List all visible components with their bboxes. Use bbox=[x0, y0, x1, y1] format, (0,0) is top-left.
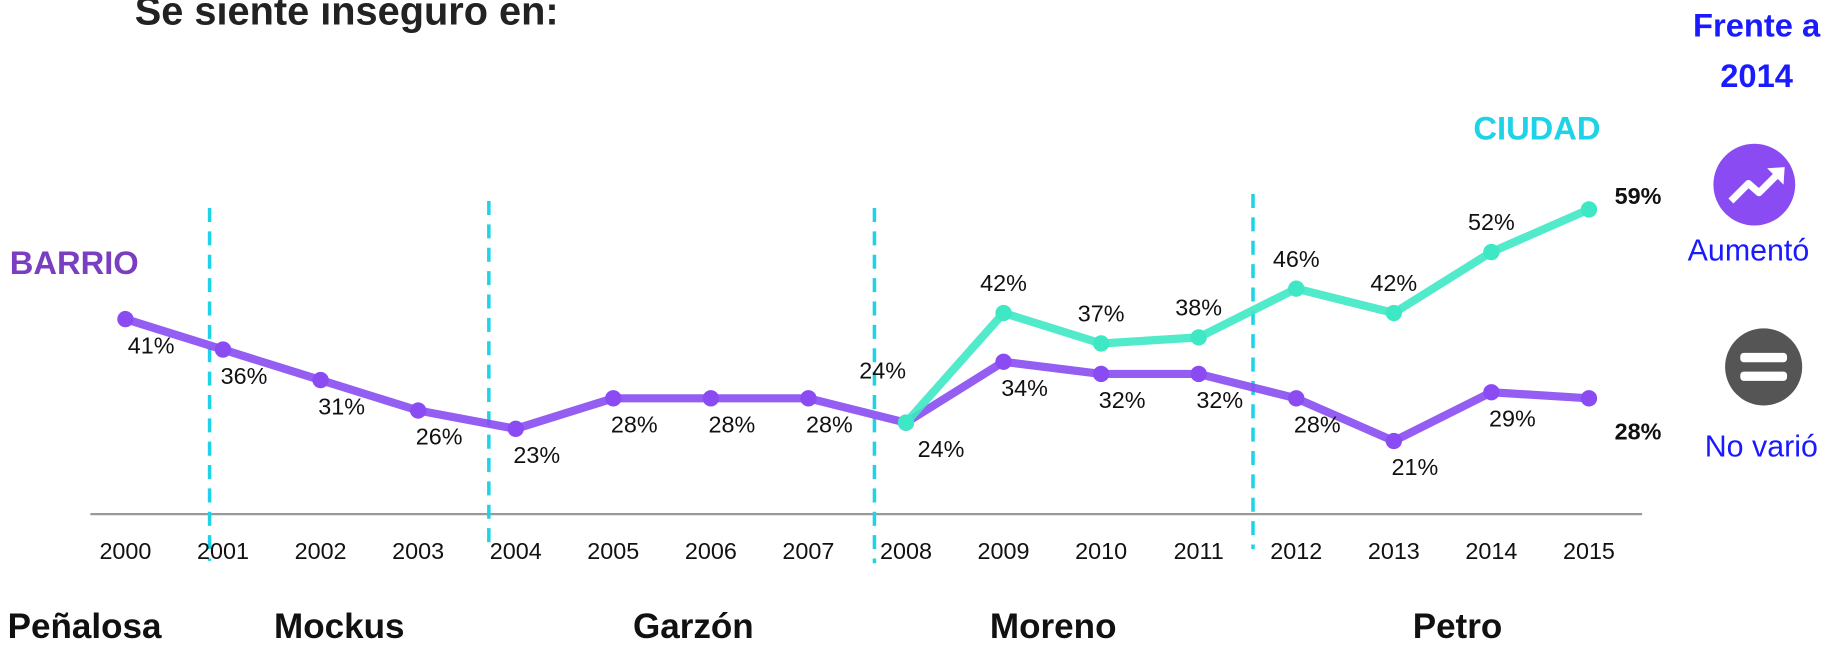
data-label: 21% bbox=[1391, 454, 1438, 480]
data-label: 42% bbox=[980, 270, 1027, 296]
data-point bbox=[800, 390, 817, 407]
data-label: 32% bbox=[1196, 387, 1243, 413]
data-point bbox=[1483, 384, 1500, 401]
data-point bbox=[897, 414, 915, 431]
data-label: 28% bbox=[1294, 412, 1341, 438]
data-point bbox=[1385, 304, 1403, 322]
x-tick-label: 2011 bbox=[1174, 538, 1224, 564]
period-dividers bbox=[207, 193, 1255, 564]
data-point bbox=[702, 390, 720, 407]
comparison-title: 2014 bbox=[1720, 57, 1794, 94]
x-tick-label: 2007 bbox=[782, 538, 834, 564]
change-label: No varió bbox=[1705, 430, 1818, 464]
data-point bbox=[1385, 432, 1403, 450]
period-label: Peñalosa bbox=[8, 607, 162, 645]
data-label: 24% bbox=[918, 436, 965, 462]
data-label: 34% bbox=[1001, 375, 1048, 401]
period-label: Moreno bbox=[990, 607, 1117, 645]
data-label: 38% bbox=[1175, 295, 1222, 321]
data-label: 59% bbox=[1615, 183, 1662, 209]
data-label: 41% bbox=[128, 332, 175, 358]
data-label: 23% bbox=[513, 442, 560, 468]
comparison-title: Frente a bbox=[1693, 7, 1821, 44]
series-label: BARRIO bbox=[10, 244, 139, 281]
x-tick-label: 2003 bbox=[392, 538, 444, 564]
data-point bbox=[1092, 335, 1110, 352]
data-point bbox=[1288, 280, 1305, 297]
series-line bbox=[902, 205, 1591, 426]
data-point bbox=[214, 341, 232, 358]
x-tick-label: 2000 bbox=[99, 538, 151, 564]
data-point bbox=[312, 371, 329, 389]
data-label: 42% bbox=[1370, 270, 1417, 296]
data-point bbox=[995, 353, 1012, 370]
equal-icon bbox=[1725, 328, 1803, 406]
change-label: Aumentó bbox=[1688, 233, 1810, 267]
x-tick-label: 2009 bbox=[978, 538, 1030, 564]
data-point bbox=[995, 304, 1012, 322]
data-point bbox=[1190, 329, 1207, 346]
data-label: 46% bbox=[1273, 246, 1320, 272]
data-point bbox=[1483, 243, 1500, 261]
series-label: CIUDAD bbox=[1473, 110, 1600, 147]
x-tick-label: 2005 bbox=[587, 538, 639, 564]
x-tick-label: 2001 bbox=[197, 538, 249, 564]
increase-icon bbox=[1713, 143, 1796, 226]
data-point bbox=[605, 390, 622, 407]
data-label: 28% bbox=[708, 412, 755, 438]
x-tick-label: 2008 bbox=[880, 538, 932, 564]
data-label: 32% bbox=[1099, 387, 1146, 413]
x-tick-label: 2014 bbox=[1465, 538, 1517, 564]
x-tick-label: 2010 bbox=[1075, 538, 1127, 564]
period-label: Petro bbox=[1413, 607, 1503, 645]
data-label: 31% bbox=[318, 393, 365, 419]
x-tick-label: 2012 bbox=[1270, 538, 1322, 564]
data-point bbox=[507, 420, 524, 437]
x-tick-label: 2013 bbox=[1368, 538, 1420, 564]
data-label: 36% bbox=[221, 363, 268, 389]
data-label: 28% bbox=[806, 412, 853, 438]
chart-title: Se siente inseguro en: bbox=[135, 0, 559, 34]
data-point bbox=[1580, 390, 1598, 407]
period-label: Mockus bbox=[274, 607, 405, 645]
x-tick-label: 2006 bbox=[685, 538, 737, 564]
x-tick-label: 2004 bbox=[490, 538, 542, 564]
x-tick-label: 2002 bbox=[295, 538, 347, 564]
data-label: 24% bbox=[859, 358, 906, 384]
x-tick-label: 2015 bbox=[1563, 538, 1615, 564]
period-label: Garzón bbox=[633, 607, 754, 645]
series-line bbox=[124, 315, 1590, 446]
data-point bbox=[1580, 201, 1598, 218]
data-label: 29% bbox=[1489, 405, 1536, 431]
data-label: 26% bbox=[416, 424, 463, 450]
data-label: 52% bbox=[1468, 209, 1515, 235]
data-label: 28% bbox=[1615, 419, 1662, 445]
data-point bbox=[1288, 390, 1305, 407]
data-point bbox=[117, 310, 134, 328]
data-label: 28% bbox=[611, 412, 658, 438]
data-point bbox=[1092, 365, 1110, 383]
data-point bbox=[409, 402, 427, 419]
data-point bbox=[1190, 365, 1207, 383]
data-label: 37% bbox=[1078, 301, 1125, 327]
